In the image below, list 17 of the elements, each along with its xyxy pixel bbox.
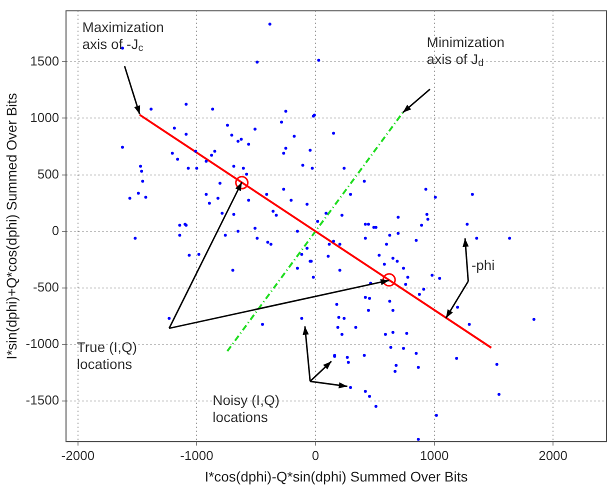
y-tick-label: 0 [52, 222, 60, 238]
y-tick-label: -500 [33, 279, 60, 294]
x-tick-label: 2000 [538, 448, 568, 463]
y-tick-label: 500 [37, 166, 60, 182]
y-tick-label: -1000 [26, 336, 60, 351]
annotation: True (I,Q) locations [76, 339, 138, 372]
y-tick-label: 1000 [30, 110, 60, 125]
annotation: Noisy (I,Q) locations [212, 392, 280, 426]
x-tick-label: -1000 [180, 448, 214, 463]
y-tick-label: -1500 [26, 392, 60, 408]
x-axis-title: I*cos(dphi)-Q*sin(dphi) Summed Over Bits [204, 468, 468, 484]
x-tick-label: 1000 [420, 448, 449, 463]
x-tick-label: 0 [312, 448, 320, 463]
x-tick-label: -2000 [61, 448, 95, 463]
y-tick-label: 1500 [30, 53, 60, 68]
y-axis-title: I*sin(dphi)+Q*cos(dphi) Summed Over Bits [3, 92, 20, 360]
annotation: -phi [471, 257, 495, 274]
